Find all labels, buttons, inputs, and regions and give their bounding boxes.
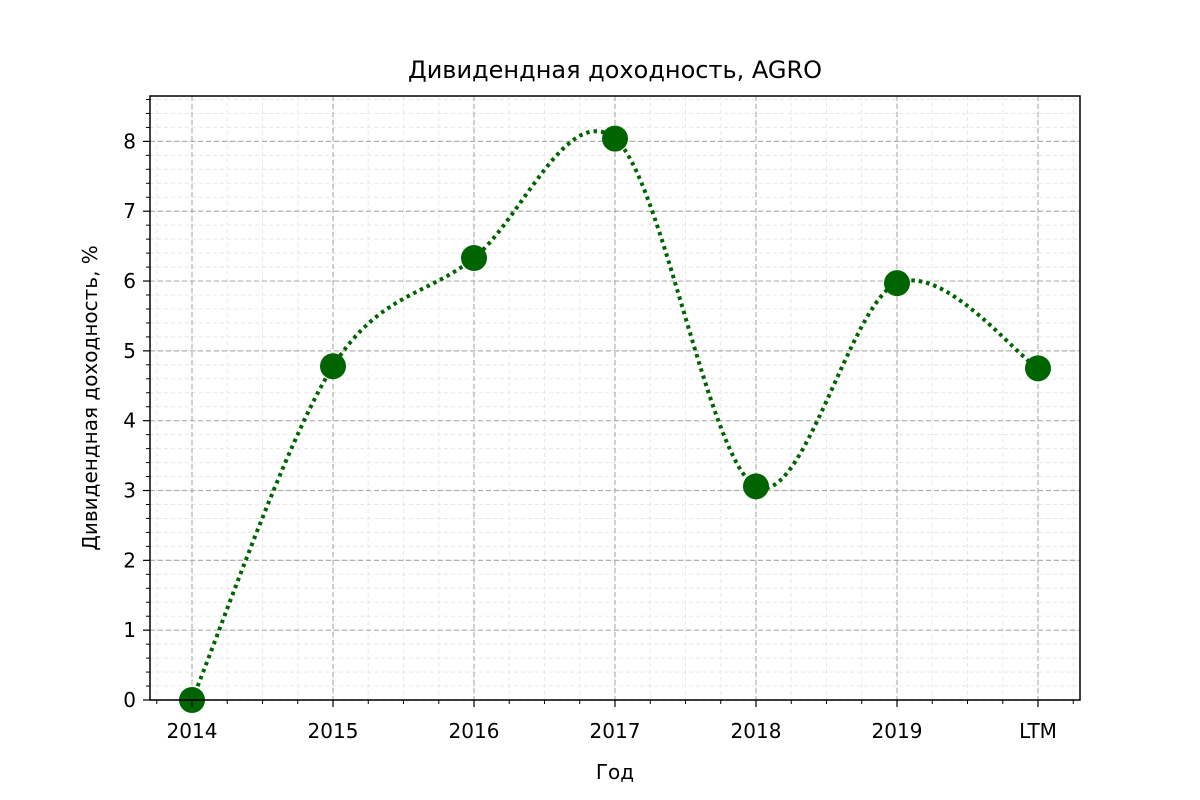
data-point: [461, 244, 487, 271]
y-tick-label: 5: [123, 339, 136, 363]
x-tick-label: LTM: [1019, 719, 1057, 743]
x-tick-label: 2018: [731, 719, 782, 743]
data-point: [320, 353, 346, 380]
x-tick-label: 2015: [308, 719, 359, 743]
data-point: [602, 125, 628, 152]
data-point: [884, 270, 910, 297]
x-tick-label: 2016: [449, 719, 500, 743]
y-tick-label: 1: [123, 618, 136, 642]
ticks-layer: 0 1 2 3 4 5 6 7 8 2014 2015 2016 2017 2018 2019 LTM: [123, 98, 1074, 743]
y-axis-label: Дивидендная доходность, %: [78, 245, 102, 551]
chart-title: Дивидендная доходность, AGRO: [408, 56, 822, 84]
y-tick-label: 4: [123, 409, 136, 433]
data-point: [1025, 355, 1051, 382]
x-tick-label: 2017: [590, 719, 641, 743]
y-tick-label: 6: [123, 269, 136, 293]
x-tick-label: 2019: [872, 719, 923, 743]
data-point: [743, 473, 769, 500]
x-axis-label: Год: [596, 760, 634, 784]
y-tick-label: 8: [123, 129, 136, 153]
y-tick-label: 7: [123, 199, 136, 223]
y-tick-label: 0: [123, 688, 136, 712]
y-tick-label: 3: [123, 479, 136, 503]
x-tick-label: 2014: [167, 719, 218, 743]
y-tick-label: 2: [123, 548, 136, 572]
series-layer: [179, 125, 1051, 713]
